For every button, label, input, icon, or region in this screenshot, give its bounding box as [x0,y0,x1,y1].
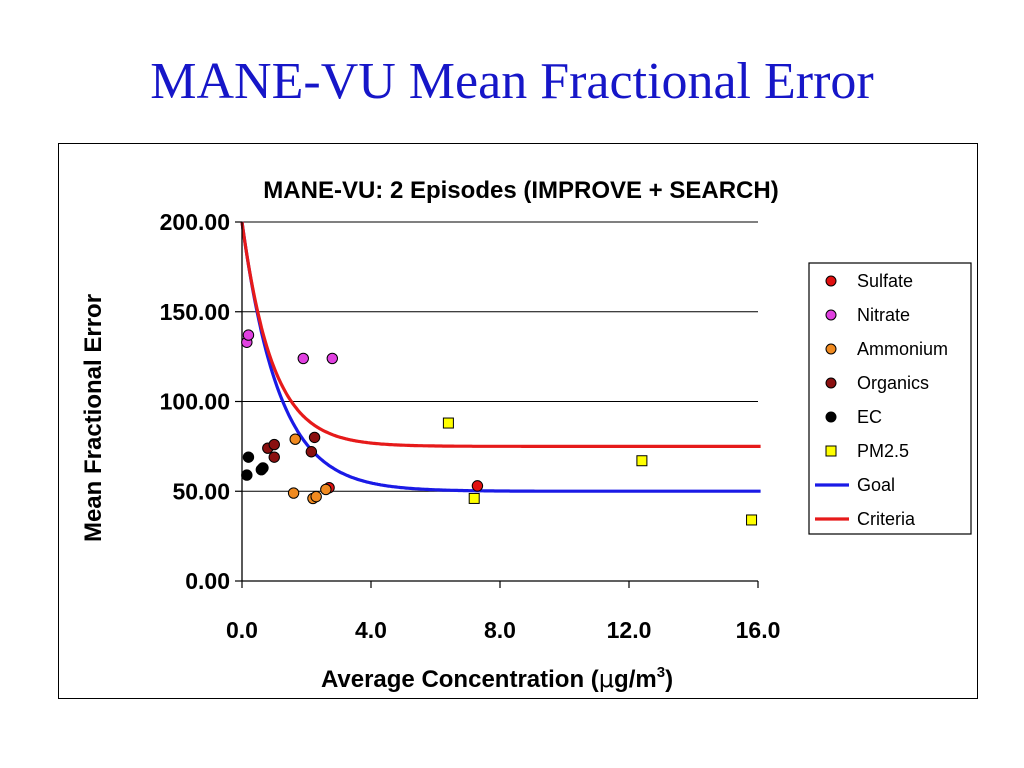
legend-swatch-nitrate [825,309,837,321]
chart-legend: Sulfate Nitrate Ammonium Organics EC PM2.5 Goa… [808,262,972,535]
point-organics [308,431,321,444]
legend-label-goal: Goal [857,475,895,495]
point-sulfate [471,480,484,492]
curve-goal [240,221,761,493]
x-tick-label: 8.0 [484,617,516,643]
point-organics [305,446,318,458]
legend-label-pm25: PM2.5 [857,441,909,461]
legend-label-sulfate: Sulfate [857,271,913,291]
x-tick-label: 4.0 [355,617,387,643]
point-ec [241,469,253,481]
y-tick-label: 0.00 [185,568,230,594]
chart-frame: MANE-VU: 2 Episodes (IMPROVE + SEARCH) 0… [58,143,978,699]
point-ammonium [287,487,300,499]
legend-label-ammonium: Ammonium [857,339,948,359]
chart-title: MANE-VU: 2 Episodes (IMPROVE + SEARCH) [263,177,778,204]
legend-items: Sulfate Nitrate Ammonium Organics EC PM2.5 Goa… [815,271,948,529]
x-tick-label: 12.0 [607,617,652,643]
data-points [241,329,758,526]
legend-label-criteria: Criteria [857,509,916,529]
legend-swatch-ammonium [825,343,837,355]
legend-swatch-organics [825,377,837,389]
legend-box [808,262,972,535]
y-axis-label: Mean Fractional Error [80,294,107,542]
point-ec [257,462,269,474]
point-ammonium [320,483,332,496]
x-tick-label: 0.0 [226,617,258,643]
curve-criteria [240,221,761,448]
reference-curves [240,221,761,493]
slide-title: MANE-VU Mean Fractional Error [150,53,874,110]
y-tick-label: 200.00 [160,209,230,235]
point-nitrate [297,352,309,365]
point-nitrate [326,352,338,365]
point-ammonium [289,433,301,445]
legend-label-organics: Organics [857,373,929,393]
point-ec [242,451,255,463]
chart-svg: MANE-VU: 2 Episodes (IMPROVE + SEARCH) 0… [80,177,972,693]
grid-lines [242,221,758,492]
point-pm25 [746,514,758,526]
y-tick-label: 150.00 [160,299,230,325]
x-axis-label-mu: μ [599,665,614,693]
tick-labels: 0.00 50.00 100.00 150.00 200.00 0.0 4.0 8.0 12.0… [160,209,781,643]
point-nitrate [242,329,255,341]
axes [235,221,759,588]
x-axis-label-unit: g/m [614,666,657,693]
point-pm25 [468,492,480,504]
point-ammonium [310,490,322,503]
legend-swatch-pm25 [825,445,837,457]
point-pm25 [442,417,454,429]
x-axis-label: Average Concentration (μg/m3) [321,664,673,693]
legend-label-ec: EC [857,407,882,427]
point-pm25 [636,455,648,467]
x-axis-label-sup: 3 [657,664,665,681]
y-tick-label: 100.00 [160,389,230,415]
y-tick-label: 50.00 [172,478,230,504]
legend-label-nitrate: Nitrate [857,305,910,325]
legend-swatch-sulfate [825,275,837,287]
point-organics [268,451,280,463]
x-axis-label-suffix: ) [665,666,673,693]
x-axis-label-prefix: Average Concentration ( [321,666,599,693]
legend-swatch-ec [825,411,837,423]
point-organics [268,438,280,451]
x-tick-label: 16.0 [736,617,781,643]
